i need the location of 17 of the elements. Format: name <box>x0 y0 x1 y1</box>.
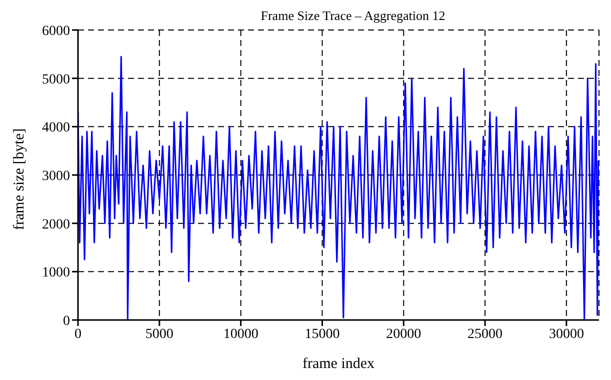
y-tick-label: 0 <box>63 314 70 329</box>
y-tick-label: 3000 <box>42 168 70 184</box>
x-tick-label: 5000 <box>145 326 174 342</box>
x-tick-label: 25000 <box>468 326 503 342</box>
x-tick-label: 15000 <box>304 326 340 342</box>
x-tick-label: 0 <box>74 326 82 342</box>
chart-title: Frame Size Trace – Aggregation 12 <box>260 8 446 24</box>
y-tick-label: 5000 <box>42 72 70 88</box>
x-tick-label: 30000 <box>548 326 584 342</box>
y-tick-label: 2000 <box>42 217 70 232</box>
x-tick-label: 20000 <box>386 326 422 342</box>
x-tick-label: 10000 <box>223 326 258 342</box>
y-tick-label: 1000 <box>42 266 70 281</box>
y-axis-title: frame size [byte] <box>11 128 28 230</box>
y-tick-label: 6000 <box>42 24 70 39</box>
x-axis-title: frame index <box>302 356 376 372</box>
y-tick-label: 4000 <box>42 120 70 136</box>
